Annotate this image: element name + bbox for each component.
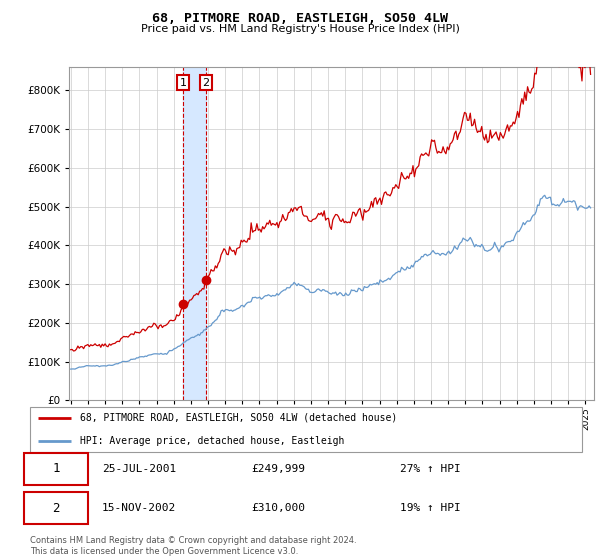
Text: 2: 2 bbox=[202, 78, 209, 88]
Text: £310,000: £310,000 bbox=[251, 503, 305, 513]
FancyBboxPatch shape bbox=[25, 453, 88, 485]
Text: Contains HM Land Registry data © Crown copyright and database right 2024.
This d: Contains HM Land Registry data © Crown c… bbox=[30, 536, 356, 556]
FancyBboxPatch shape bbox=[25, 492, 88, 524]
Text: 19% ↑ HPI: 19% ↑ HPI bbox=[400, 503, 461, 513]
Text: 27% ↑ HPI: 27% ↑ HPI bbox=[400, 464, 461, 474]
Text: 1: 1 bbox=[52, 463, 60, 475]
Text: 68, PITMORE ROAD, EASTLEIGH, SO50 4LW: 68, PITMORE ROAD, EASTLEIGH, SO50 4LW bbox=[152, 12, 448, 25]
Bar bbox=[183, 67, 206, 400]
Text: £249,999: £249,999 bbox=[251, 464, 305, 474]
Text: 68, PITMORE ROAD, EASTLEIGH, SO50 4LW (detached house): 68, PITMORE ROAD, EASTLEIGH, SO50 4LW (d… bbox=[80, 413, 397, 423]
Text: HPI: Average price, detached house, Eastleigh: HPI: Average price, detached house, East… bbox=[80, 436, 344, 446]
Text: 2: 2 bbox=[52, 502, 60, 515]
Text: 15-NOV-2002: 15-NOV-2002 bbox=[102, 503, 176, 513]
Text: 25-JUL-2001: 25-JUL-2001 bbox=[102, 464, 176, 474]
FancyBboxPatch shape bbox=[30, 407, 582, 452]
Text: Price paid vs. HM Land Registry's House Price Index (HPI): Price paid vs. HM Land Registry's House … bbox=[140, 24, 460, 34]
Text: 1: 1 bbox=[179, 78, 187, 88]
